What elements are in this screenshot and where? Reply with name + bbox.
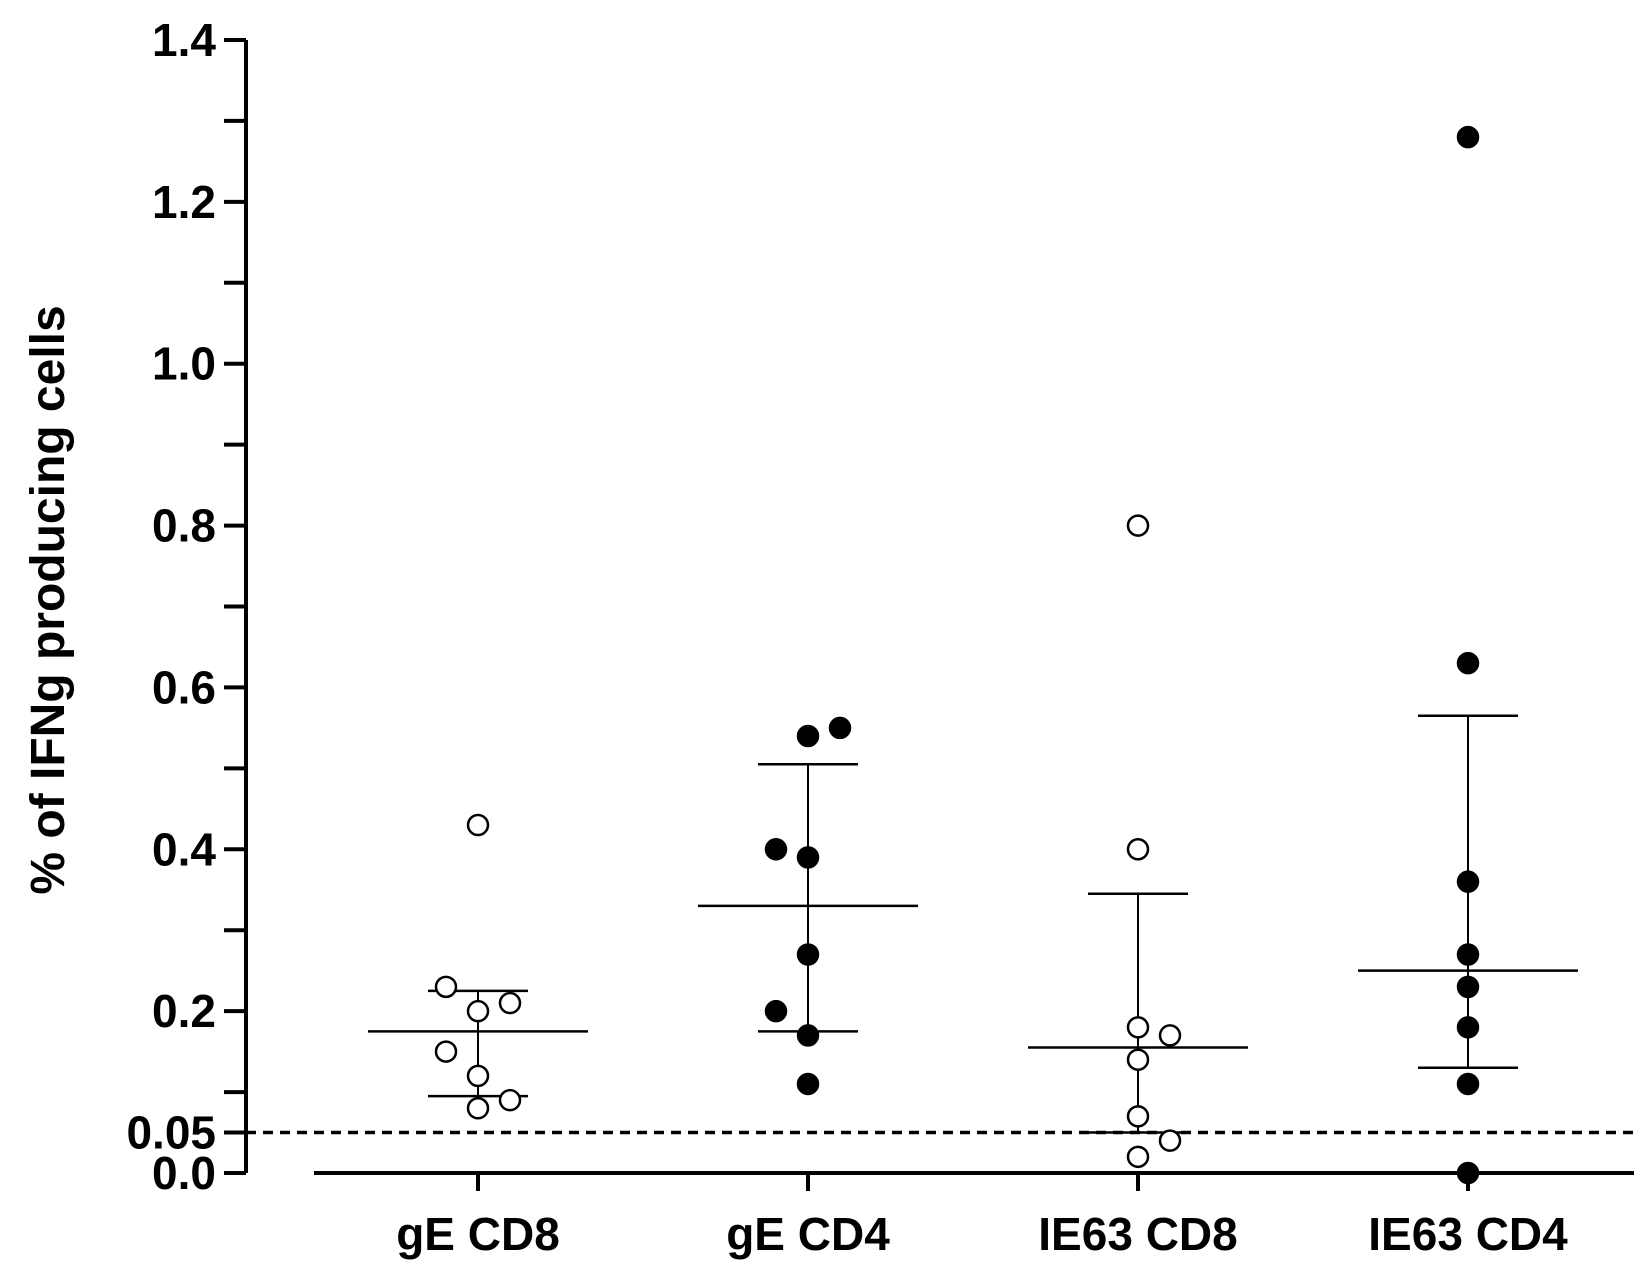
data-point-ge-cd4 — [796, 846, 820, 869]
data-point-ge-cd4 — [796, 1072, 820, 1096]
y-axis-title: % of IFNg producing cells — [22, 305, 75, 894]
data-point-ie63-cd8 — [1126, 1105, 1150, 1128]
x-category-label: gE CD4 — [726, 1208, 890, 1260]
data-point-ge-cd4 — [796, 724, 820, 748]
data-point-ie63-cd4 — [1456, 125, 1480, 149]
data-point-ie63-cd8 — [1126, 1016, 1150, 1039]
x-category-label: IE63 CD8 — [1038, 1208, 1237, 1260]
x-category-label: IE63 CD4 — [1368, 1208, 1568, 1260]
data-point-ge-cd4 — [796, 943, 820, 966]
y-tick-label: 1.4 — [152, 14, 216, 66]
x-axis-labels: gE CD8 gE CD4 IE63 CD8 IE63 CD4 — [396, 1173, 1568, 1260]
data-point-ie63-cd4 — [1456, 651, 1480, 675]
data-point-ge-cd8 — [498, 991, 522, 1015]
data-points — [434, 125, 1480, 1185]
data-point-ge-cd8 — [466, 1064, 490, 1088]
data-point-ge-cd8 — [466, 813, 490, 837]
data-point-ge-cd8 — [466, 999, 490, 1023]
data-point-ie63-cd8 — [1158, 1129, 1182, 1152]
data-point-ie63-cd8 — [1126, 514, 1150, 537]
data-point-ge-cd4 — [764, 999, 788, 1023]
y-axis: 0.00.05 0.2 0.4 0.6 0.8 1.0 1.2 1.4 — [126, 14, 248, 1199]
y-tick-label: 0.8 — [152, 500, 216, 552]
data-point-ie63-cd4 — [1456, 870, 1480, 893]
data-point-ge-cd4 — [796, 1024, 820, 1047]
data-point-ie63-cd8 — [1126, 1145, 1150, 1169]
y-tick-label: 0.2 — [152, 985, 216, 1037]
x-category-label: gE CD8 — [396, 1208, 560, 1260]
y-tick-label: 1.0 — [152, 338, 216, 390]
y-tick-label: 0.4 — [152, 823, 216, 875]
y-tick-label: 0.05 — [126, 1107, 216, 1159]
data-point-ge-cd8 — [434, 975, 458, 999]
data-point-ge-cd8 — [466, 1097, 490, 1120]
data-point-ge-cd8 — [434, 1040, 458, 1063]
data-point-ge-cd8 — [498, 1088, 522, 1112]
data-point-ie63-cd8 — [1126, 1048, 1150, 1071]
data-point-ie63-cd4 — [1456, 943, 1480, 966]
data-point-ie63-cd4 — [1456, 1072, 1480, 1096]
data-point-ge-cd4 — [828, 716, 852, 740]
data-point-ie63-cd8 — [1158, 1024, 1182, 1047]
data-point-ie63-cd8 — [1126, 838, 1150, 861]
data-point-ge-cd4 — [764, 838, 788, 861]
data-point-ie63-cd4 — [1456, 1016, 1480, 1039]
y-tick-label: 1.2 — [152, 176, 216, 228]
reference-lines — [246, 1130, 1634, 1175]
error-bars — [368, 714, 1578, 1134]
y-tick-label: 0.0 — [152, 1147, 216, 1199]
y-tick-label: 0.6 — [152, 661, 216, 713]
data-point-ie63-cd4 — [1456, 975, 1480, 999]
